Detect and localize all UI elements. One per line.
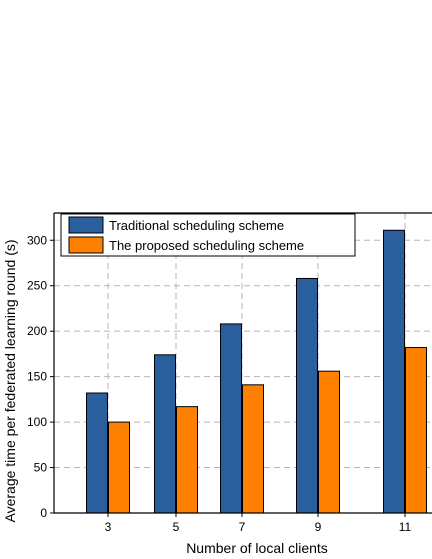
- legend-label-proposed: The proposed scheduling scheme: [109, 238, 304, 253]
- y-axis-ticks: 0 50 100 150 200 250 300: [27, 233, 54, 520]
- bar-traditional-3: [86, 392, 108, 514]
- x-tick-label-5: 5: [173, 520, 180, 534]
- bar-proposed-3: [108, 421, 130, 514]
- bar-proposed-5: [176, 406, 198, 514]
- x-axis-label: Number of local clients: [186, 540, 328, 556]
- y-tick-label-250: 250: [27, 279, 47, 293]
- x-axis-ticks: 3 5 7 9 11: [105, 513, 412, 534]
- x-tick-label-3: 3: [105, 520, 112, 534]
- y-tick-label-300: 300: [27, 233, 47, 247]
- y-axis-label: Average time per federated learning roun…: [2, 239, 18, 522]
- x-tick-label-7: 7: [239, 520, 246, 534]
- bar-traditional-11: [383, 229, 405, 514]
- y-tick-label-0: 0: [40, 506, 47, 520]
- bar-proposed-9: [318, 370, 340, 514]
- y-tick-label-150: 150: [27, 370, 47, 384]
- bar-traditional-9: [296, 277, 318, 514]
- y-tick-label-200: 200: [27, 324, 47, 338]
- bar-traditional-5: [154, 354, 176, 514]
- bar-proposed-11: [405, 347, 427, 514]
- bar-proposed-7: [242, 384, 264, 514]
- bars: [86, 229, 427, 514]
- legend: Traditional scheduling scheme The propos…: [60, 213, 356, 257]
- legend-swatch-traditional: [68, 216, 104, 234]
- bar-traditional-7: [220, 323, 242, 514]
- y-tick-label-50: 50: [34, 461, 48, 475]
- legend-label-traditional: Traditional scheduling scheme: [109, 218, 284, 233]
- y-tick-label-100: 100: [27, 415, 47, 429]
- x-tick-label-9: 9: [315, 520, 322, 534]
- legend-box: [60, 213, 356, 257]
- legend-swatch-proposed: [68, 236, 104, 254]
- x-tick-label-11: 11: [399, 520, 412, 534]
